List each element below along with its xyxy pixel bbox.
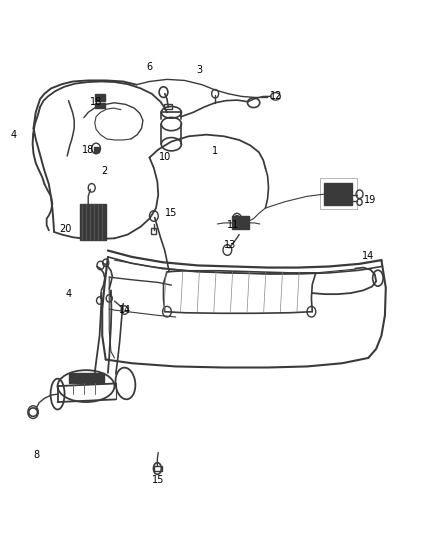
Text: 8: 8	[33, 450, 39, 460]
Text: 13: 13	[224, 240, 236, 250]
Text: 19: 19	[364, 195, 376, 205]
Text: 15: 15	[152, 475, 164, 485]
Bar	[164, 104, 172, 109]
Text: 2: 2	[102, 166, 108, 176]
Text: 14: 14	[119, 305, 131, 315]
Text: 12: 12	[269, 91, 282, 101]
Text: 18: 18	[90, 96, 102, 107]
Text: 3: 3	[196, 65, 202, 75]
Text: 11: 11	[226, 220, 238, 230]
Ellipse shape	[328, 189, 337, 199]
Bar	[319, 178, 357, 209]
Text: 6: 6	[146, 62, 152, 71]
Text: 1: 1	[212, 146, 218, 156]
Bar	[95, 103, 105, 108]
Text: 10: 10	[158, 152, 170, 162]
Text: 4: 4	[65, 289, 71, 299]
Bar	[94, 147, 99, 152]
Bar	[340, 188, 348, 200]
Text: 4: 4	[11, 130, 17, 140]
Text: 14: 14	[361, 251, 374, 261]
Bar	[95, 94, 105, 101]
Bar	[80, 204, 106, 240]
Text: 15: 15	[165, 208, 177, 219]
Bar	[231, 216, 249, 229]
Bar	[153, 466, 161, 471]
Text: 20: 20	[59, 224, 71, 235]
Bar	[151, 228, 156, 233]
Bar	[68, 373, 103, 383]
Text: 18: 18	[82, 144, 94, 155]
Bar	[323, 183, 351, 205]
